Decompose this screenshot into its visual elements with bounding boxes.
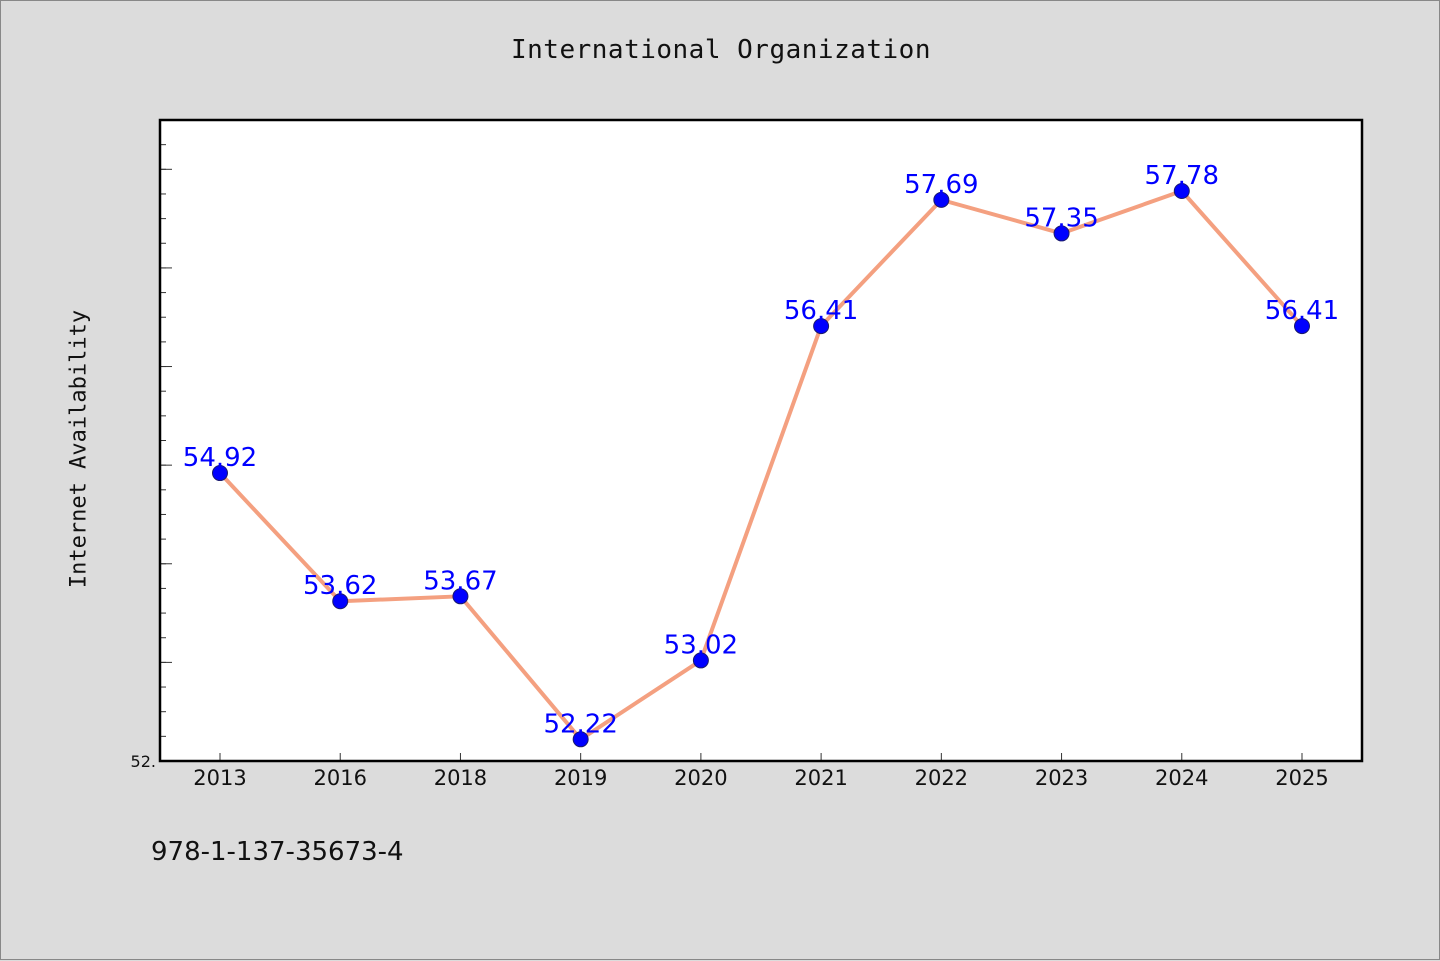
data-label: 53.62	[303, 571, 377, 601]
data-point	[572, 731, 589, 748]
data-label: 56.41	[1265, 296, 1339, 326]
data-point	[332, 593, 349, 610]
data-label: 54.92	[183, 443, 257, 473]
x-tick-label: 2021	[794, 766, 847, 790]
data-point	[1173, 183, 1190, 200]
data-label: 53.67	[423, 566, 497, 596]
x-tick-label: 2013	[193, 766, 246, 790]
y-tick-label: 52.	[131, 752, 156, 771]
data-point	[1294, 318, 1310, 335]
data-point	[813, 318, 830, 335]
footer-isbn: 978-1-137-35673-4	[151, 837, 404, 867]
x-tick-label: 2018	[434, 766, 487, 790]
x-tick-label: 2016	[313, 766, 366, 790]
plot-frame	[158, 118, 1364, 763]
plot-background	[160, 120, 1362, 761]
x-tick-label: 2022	[915, 766, 968, 790]
data-point	[692, 652, 709, 669]
series-line	[218, 189, 1304, 742]
data-point	[1053, 225, 1070, 242]
x-tick-label: 2025	[1275, 766, 1328, 790]
x-tick-label: 2024	[1155, 766, 1208, 790]
x-tick-label: 2020	[674, 766, 727, 790]
chart-title: International Organization	[511, 35, 931, 65]
data-label: 57.35	[1024, 203, 1098, 233]
x-tick-label: 2019	[554, 766, 607, 790]
data-label: 56.41	[784, 296, 858, 326]
x-tick-label: 2023	[1035, 766, 1088, 790]
data-label: 53.02	[664, 630, 738, 660]
data-point	[933, 191, 950, 208]
data-point	[212, 465, 228, 482]
data-label: 57.78	[1145, 161, 1219, 191]
data-label: 52.22	[543, 709, 617, 739]
data-point	[452, 588, 469, 605]
data-label: 57.69	[904, 170, 978, 200]
